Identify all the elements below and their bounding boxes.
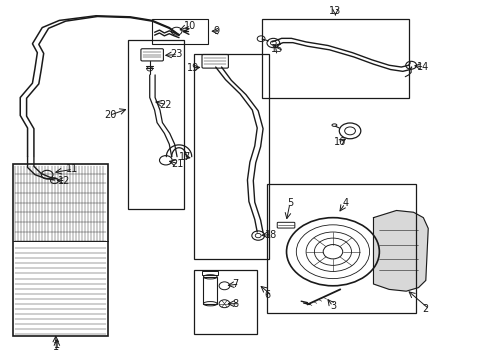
- Text: 5: 5: [287, 198, 293, 208]
- Text: 1: 1: [53, 342, 59, 352]
- Text: 10: 10: [184, 21, 196, 31]
- Bar: [203, 277, 217, 304]
- Bar: [262, 19, 409, 98]
- Bar: [202, 271, 218, 275]
- Bar: [194, 54, 270, 259]
- Text: 13: 13: [329, 6, 342, 17]
- Bar: [128, 40, 184, 209]
- Polygon shape: [373, 211, 428, 291]
- Bar: [194, 270, 257, 334]
- Text: 1: 1: [54, 340, 60, 350]
- Text: 8: 8: [232, 299, 239, 309]
- Text: 11: 11: [66, 164, 78, 174]
- Text: 22: 22: [159, 100, 172, 110]
- Text: 3: 3: [330, 301, 336, 311]
- Text: 16: 16: [334, 138, 346, 147]
- Text: 23: 23: [171, 49, 183, 59]
- Bar: [152, 19, 208, 44]
- Bar: [13, 164, 108, 336]
- Bar: [267, 184, 416, 313]
- Text: 15: 15: [271, 44, 283, 54]
- Text: 19: 19: [187, 63, 199, 73]
- Text: 20: 20: [104, 111, 117, 121]
- Text: 9: 9: [213, 26, 220, 36]
- Text: 4: 4: [342, 198, 348, 208]
- Text: 2: 2: [422, 304, 428, 314]
- Text: 18: 18: [265, 230, 277, 239]
- Text: 12: 12: [58, 176, 71, 186]
- Text: 6: 6: [265, 291, 270, 301]
- Text: 7: 7: [232, 279, 239, 289]
- Text: 17: 17: [179, 152, 191, 162]
- Text: 21: 21: [172, 159, 184, 169]
- Text: 14: 14: [417, 62, 429, 72]
